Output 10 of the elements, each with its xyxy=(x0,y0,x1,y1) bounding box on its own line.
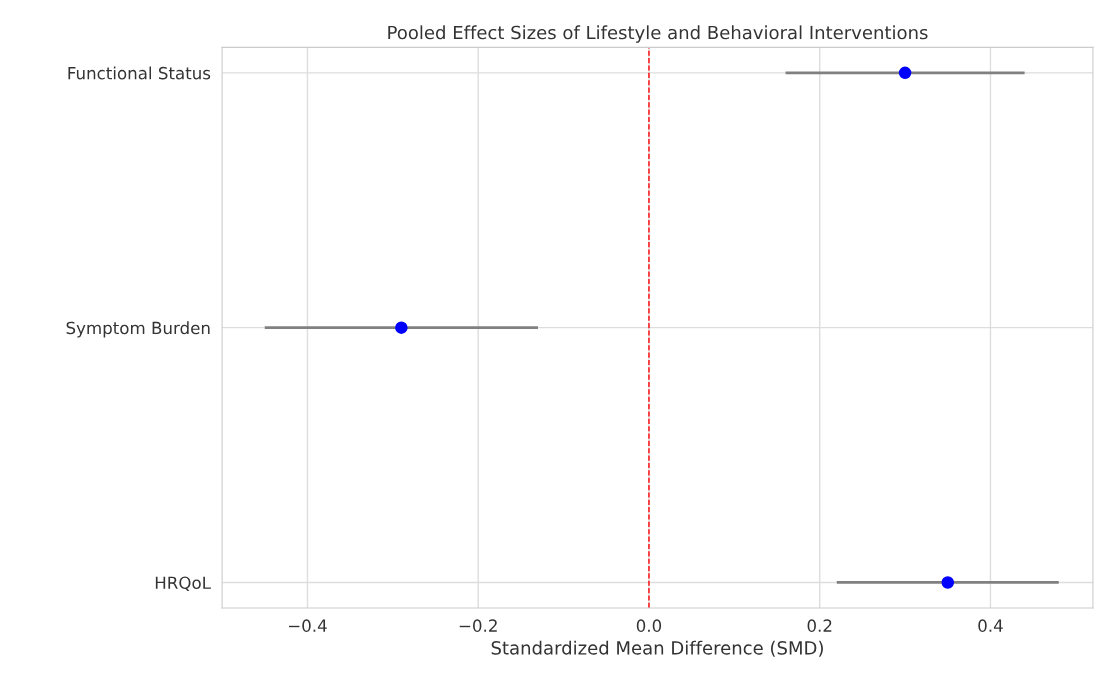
y-tick-label: Symptom Burden xyxy=(66,321,210,338)
x-tick-label: 0.0 xyxy=(636,619,662,632)
x-tick-label: −0.2 xyxy=(459,619,497,632)
chart-title: Pooled Effect Sizes of Lifestyle and Behavioral Interventions xyxy=(388,25,928,43)
x-tick-label: −0.4 xyxy=(288,619,327,632)
y-tick-label: HRQoL xyxy=(155,576,211,591)
x-tick-label: 0.2 xyxy=(807,619,832,632)
x-axis-title: Standardized Mean Difference (SMD) xyxy=(491,640,823,657)
y-tick-label: Functional Status xyxy=(68,66,211,80)
x-tick-label: 0.4 xyxy=(978,619,1003,632)
